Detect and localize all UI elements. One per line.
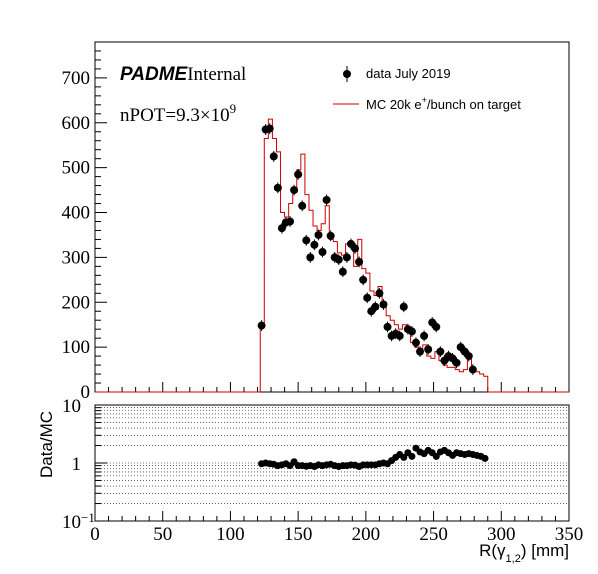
x-axis-title-sub: 1,2 [506,553,521,565]
brand-padme: PADME [120,64,189,85]
main-y-tick-label: 100 [62,337,91,358]
data-point [277,224,286,233]
data-point [395,331,404,340]
x-axis-title: R(γ1,2) [mm] [479,541,569,565]
npot-base: nPOT=9.3×10 [120,105,230,126]
ratio-y-tick-label: 1 [72,454,82,475]
data-point [379,300,388,309]
data-point [452,358,461,367]
data-point [290,186,299,195]
data-point [464,352,473,361]
main-y-axis: 0 100 200 300 400 500 600 700 [62,41,107,403]
legend-mc-label-sup: + [422,95,427,105]
data-point [314,230,323,239]
data-point [436,347,445,356]
data-point [359,275,368,284]
npot-exponent: 9 [230,101,237,116]
main-plot-frame [94,41,570,393]
data-point [424,345,433,354]
data-point [399,302,408,311]
main-y-tick-label: 200 [62,292,91,313]
ratio-x-tick-label: 350 [555,524,584,545]
ratio-y-axis-title: Data/MC [37,411,56,478]
data-point [310,240,319,249]
ratio-x-tick-label: 100 [216,524,245,545]
ratio-y-tick-label: 10 [62,512,81,533]
legend-mc-label: MC 20k e+/bunch on target [366,95,521,112]
data-point [351,244,360,253]
x-axis-title-a: R(γ [479,541,506,560]
data-point [294,170,303,179]
data-points [257,123,477,375]
main-y-tick-label: 400 [62,203,91,224]
npot-label: nPOT=9.3×109 [120,101,236,126]
ratio-x-tick-label: 200 [352,524,381,545]
data-point [407,327,416,336]
data-point [411,338,420,347]
main-y-tick-label: 700 [62,68,91,89]
main-y-tick-label: 600 [62,113,91,134]
ratio-x-tick-label: 50 [153,524,172,545]
data-point [355,257,364,266]
data-point [375,289,384,298]
legend: data July 2019 MC 20k e+/bunch on target [333,66,521,112]
legend-mc-label-a: MC 20k e [366,97,422,112]
legend-mc-label-b: /bunch on target [427,97,521,112]
data-point [420,331,429,340]
data-point [334,255,343,264]
data-point [257,321,266,330]
data-point [298,201,307,210]
main-x-axis-ticks [94,382,570,392]
legend-data-marker [343,70,351,78]
ratio-grid [95,407,569,504]
data-point [306,253,315,262]
data-point [338,267,347,276]
data-point [432,322,441,331]
ratio-y-tick-exponent: −1 [81,510,95,525]
data-point [371,302,380,311]
data-point [269,152,278,161]
ratio-y-tick-label: 10 [62,396,81,417]
ratio-point [400,453,408,461]
main-y-tick-label: 0 [81,382,91,403]
data-point [342,253,351,262]
data-point [286,217,295,226]
data-point [416,347,425,356]
data-point [468,365,477,374]
data-point [302,236,311,245]
main-y-tick-label: 500 [62,158,91,179]
brand-internal: Internal [187,64,246,85]
x-axis-title-b: ) [mm] [521,541,569,560]
ratio-point [481,454,489,462]
data-point [383,322,392,331]
data-point [363,293,372,302]
data-point [265,124,274,133]
ratio-points [258,444,489,471]
legend-data-label: data July 2019 [366,66,451,81]
ratio-x-tick-label: 250 [419,524,448,545]
ratio-x-axis: 0 50 100 150 200 250 300 350 [90,511,583,545]
ratio-x-tick-label: 0 [90,524,100,545]
data-point [326,231,335,240]
ratio-point [432,452,440,460]
data-point [322,195,331,204]
brand-label: PADMEInternal [120,64,246,85]
ratio-point [408,452,416,460]
data-point [273,183,282,192]
main-y-tick-label: 300 [62,247,91,268]
ratio-x-tick-label: 300 [487,524,516,545]
ratio-x-tick-label: 150 [284,524,313,545]
data-point [318,248,327,256]
